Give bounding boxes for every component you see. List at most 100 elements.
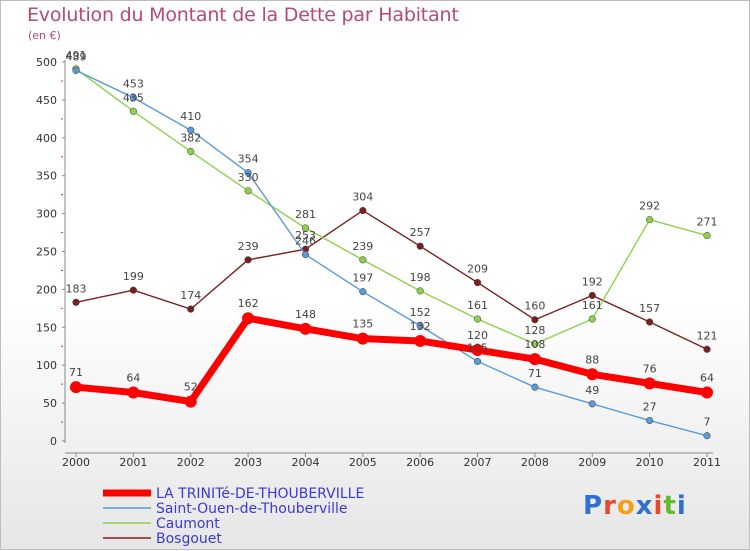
data-label: 292 — [639, 200, 660, 213]
data-label: 192 — [582, 275, 603, 288]
x-tick-label: 2001 — [119, 456, 147, 469]
data-point — [129, 107, 137, 115]
data-point — [471, 344, 484, 357]
data-label: 148 — [295, 308, 316, 321]
axes: 0 50 100 150 200 250 300 350 400 450 500 2000 2001 20… — [36, 56, 721, 469]
data-point — [416, 322, 424, 330]
data-label: 489 — [66, 50, 87, 63]
legend-label: Saint-Ouen-de-Thouberville — [156, 501, 348, 517]
data-label: 52 — [184, 381, 198, 394]
data-point — [703, 345, 711, 353]
data-point — [588, 400, 596, 408]
y-tick-label: 350 — [36, 170, 57, 183]
y-tick-label: 0 — [50, 435, 57, 448]
data-point — [356, 332, 369, 345]
data-point — [646, 416, 654, 425]
data-point — [127, 386, 140, 399]
data-point — [646, 318, 654, 326]
data-label: 160 — [524, 300, 545, 313]
y-tick-label: 50 — [43, 397, 57, 410]
series-line-3 — [75, 209, 708, 350]
data-point — [646, 216, 654, 224]
x-tick-label: 2000 — [62, 456, 90, 469]
data-point — [588, 315, 596, 323]
x-tick-label: 2006 — [406, 456, 434, 469]
data-point — [359, 288, 367, 296]
data-point — [244, 187, 252, 195]
data-point — [299, 322, 312, 335]
data-label: 199 — [123, 270, 144, 283]
y-tick-label: 450 — [36, 94, 57, 107]
data-label: 304 — [352, 191, 373, 204]
data-label: 135 — [352, 318, 373, 331]
data-label: 183 — [66, 282, 87, 295]
logo-letter: i — [653, 491, 664, 521]
data-point — [72, 298, 80, 306]
data-point — [301, 224, 310, 232]
chart-title: Evolution du Montant de la Dette par Hab… — [27, 4, 459, 26]
x-tick-label: 2002 — [177, 456, 205, 469]
data-point — [72, 66, 80, 74]
x-tick-label: 2011 — [693, 456, 721, 469]
data-point — [531, 340, 539, 348]
data-label: 197 — [352, 272, 373, 285]
data-label: 71 — [69, 366, 83, 379]
y-tick-label: 500 — [36, 56, 57, 69]
data-label: 246 — [295, 235, 316, 248]
logo-letter: t — [663, 491, 677, 521]
data-point — [531, 383, 539, 391]
x-tick-label: 2009 — [578, 456, 606, 469]
x-tick-label: 2007 — [464, 456, 492, 469]
data-label: 120 — [467, 329, 488, 342]
data-label: 174 — [180, 289, 201, 302]
y-tick-label: 300 — [36, 208, 57, 221]
data-point — [473, 279, 482, 287]
proxiti-logo: Proxiti — [583, 491, 687, 521]
data-point — [473, 357, 482, 365]
data-point — [129, 94, 137, 102]
data-label: 209 — [467, 263, 488, 276]
data-point — [70, 381, 82, 394]
data-point — [242, 312, 255, 325]
data-point — [473, 315, 482, 323]
data-label: 198 — [410, 271, 431, 284]
legend: LA TRINITé-DE-THOUBERVILLESaint-Ouen-de-… — [103, 486, 364, 547]
y-tick-label: 200 — [36, 283, 57, 296]
data-label: 88 — [585, 353, 599, 366]
data-point — [703, 432, 711, 440]
data-point — [187, 126, 195, 134]
series-lines — [70, 65, 713, 440]
data-label: 239 — [352, 240, 373, 253]
series-line-2 — [75, 68, 708, 345]
data-point — [703, 232, 711, 240]
data-label: 76 — [643, 362, 657, 375]
data-point — [184, 395, 197, 408]
x-tick-label: 2004 — [291, 456, 319, 469]
data-label: 121 — [697, 329, 718, 342]
data-point — [416, 287, 424, 295]
data-label: 354 — [238, 153, 259, 166]
data-label: 271 — [697, 216, 718, 229]
data-point — [187, 305, 195, 313]
data-point — [531, 316, 539, 324]
data-label: 410 — [180, 110, 201, 123]
data-point — [588, 291, 596, 300]
logo-letter: o — [616, 491, 636, 521]
data-label: 105 — [467, 341, 488, 354]
y-tick-label: 400 — [36, 132, 57, 145]
series-line-0 — [75, 314, 708, 406]
data-label: 257 — [410, 226, 431, 239]
data-point — [187, 147, 195, 155]
data-label: 157 — [639, 302, 660, 315]
data-label: 162 — [238, 297, 259, 310]
data-point — [416, 242, 424, 250]
data-label: 64 — [700, 371, 714, 384]
data-label: 64 — [126, 371, 140, 384]
data-label: 281 — [295, 208, 316, 221]
data-label: 71 — [528, 367, 542, 380]
data-label: 108 — [524, 338, 545, 351]
logo-letter: i — [676, 491, 687, 521]
x-tick-label: 2010 — [636, 456, 664, 469]
data-point — [359, 207, 367, 215]
